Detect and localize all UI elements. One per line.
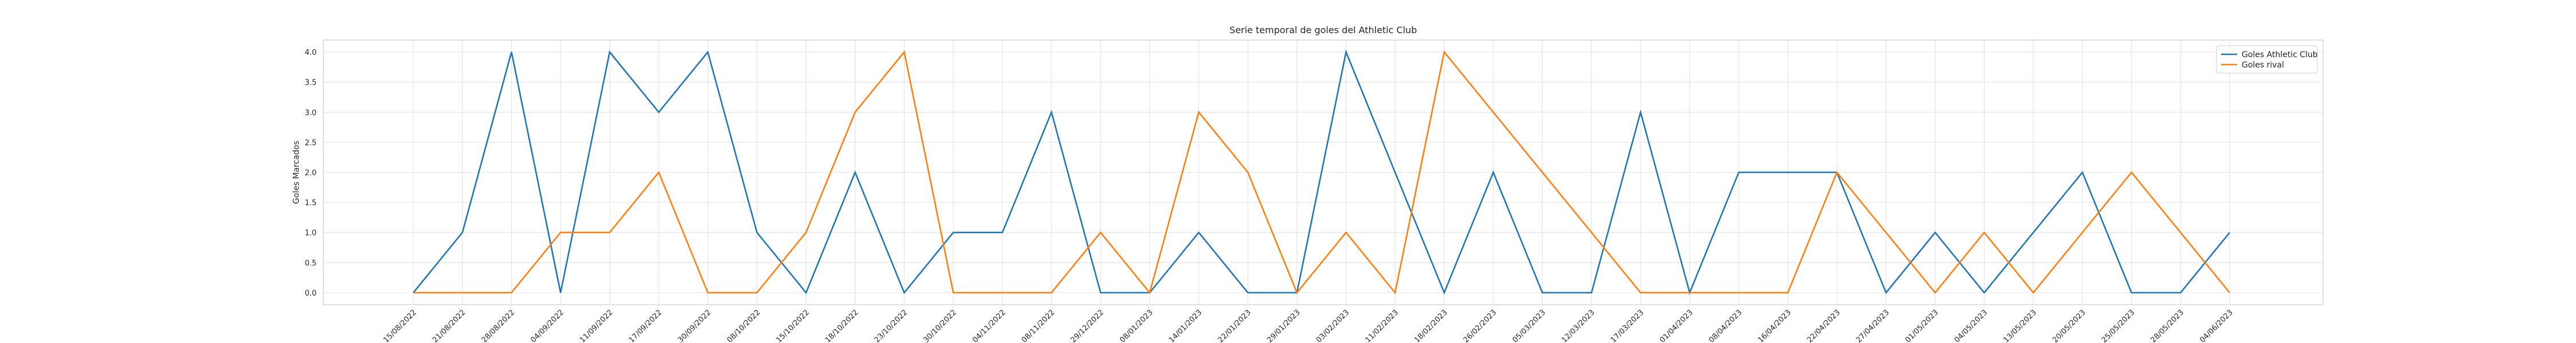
x-tick-label: 18/02/2023 [1413, 308, 1449, 343]
x-tick-label: 12/03/2023 [1560, 308, 1597, 343]
y-axis-ticks: 0.0 0.5 1.0 1.5 2.0 2.5 3.0 3.5 4.0 [305, 49, 317, 298]
x-tick-label: 18/10/2022 [824, 308, 860, 343]
x-tick-label: 03/02/2023 [1315, 308, 1352, 343]
x-tick-label: 11/09/2022 [578, 308, 615, 343]
x-tick-label: 27/04/2023 [1855, 308, 1891, 343]
x-tick-label: 04/09/2022 [530, 308, 566, 343]
x-tick-label: 08/10/2022 [726, 308, 762, 343]
y-tick-label: 3.5 [305, 79, 317, 87]
x-tick-label: 01/05/2023 [1904, 308, 1941, 343]
y-tick-label: 2.5 [305, 139, 317, 147]
x-tick-label: 08/04/2023 [1708, 308, 1744, 343]
x-tick-label: 17/09/2022 [627, 308, 664, 343]
grid [323, 40, 2323, 305]
x-tick-label: 04/06/2023 [2198, 308, 2235, 343]
series-line-1 [412, 49, 2231, 296]
chart-title: Serie temporal de goles del Athletic Clu… [1230, 25, 1417, 35]
plot-frame [323, 39, 2324, 305]
y-axis-label: Goles Marcados [292, 141, 301, 204]
x-tick-label: 13/05/2023 [2002, 308, 2038, 343]
x-tick-label: 29/01/2023 [1266, 308, 1302, 343]
x-tick-label: 20/05/2023 [2051, 308, 2088, 343]
y-tick-label: 1.5 [305, 199, 317, 208]
legend-box [2216, 45, 2318, 74]
x-tick-label: 01/04/2023 [1658, 308, 1695, 343]
x-tick-label: 23/10/2022 [873, 308, 910, 343]
x-tick-label: 29/12/2022 [1069, 308, 1106, 343]
x-tick-label: 17/03/2023 [1609, 308, 1646, 343]
x-tick-label: 15/10/2022 [775, 308, 811, 343]
x-tick-label: 08/01/2023 [1119, 308, 1155, 343]
x-tick-label: 28/05/2023 [2149, 308, 2186, 343]
x-tick-label: 16/04/2023 [1756, 308, 1793, 343]
x-axis-ticks: 15/08/2022 21/08/2022 28/08/2022 04/09/2022… [382, 308, 2235, 343]
x-tick-label: 28/08/2022 [480, 308, 517, 343]
y-tick-label: 2.0 [305, 169, 317, 178]
x-tick-label: 21/08/2022 [431, 308, 468, 343]
x-tick-label: 22/04/2023 [1805, 308, 1842, 343]
series [412, 49, 2231, 296]
x-tick-label: 11/02/2023 [1364, 308, 1400, 343]
x-tick-label: 22/01/2023 [1216, 308, 1253, 343]
x-tick-label: 25/05/2023 [2100, 308, 2137, 343]
x-tick-label: 26/02/2023 [1462, 308, 1499, 343]
y-tick-label: 1.0 [305, 229, 317, 238]
legend: Goles Athletic Club Goles rival [2216, 45, 2318, 74]
y-tick-label: 3.0 [305, 109, 317, 117]
legend-label: Goles rival [2242, 61, 2284, 70]
x-tick-label: 04/11/2022 [971, 308, 1008, 343]
x-tick-label: 30/09/2022 [677, 308, 713, 343]
x-tick-label: 04/05/2023 [1953, 308, 1989, 343]
y-tick-label: 4.0 [305, 49, 317, 57]
y-tick-label: 0.5 [305, 259, 317, 268]
x-tick-label: 05/03/2023 [1511, 308, 1548, 343]
x-tick-label: 08/11/2022 [1020, 308, 1057, 343]
x-tick-label: 15/08/2022 [382, 308, 418, 343]
x-tick-label: 14/01/2023 [1167, 308, 1204, 343]
x-tick-label: 30/10/2022 [922, 308, 959, 343]
legend-label: Goles Athletic Club [2242, 50, 2318, 59]
y-tick-label: 0.0 [305, 289, 317, 298]
series-line-2 [413, 50, 2231, 294]
